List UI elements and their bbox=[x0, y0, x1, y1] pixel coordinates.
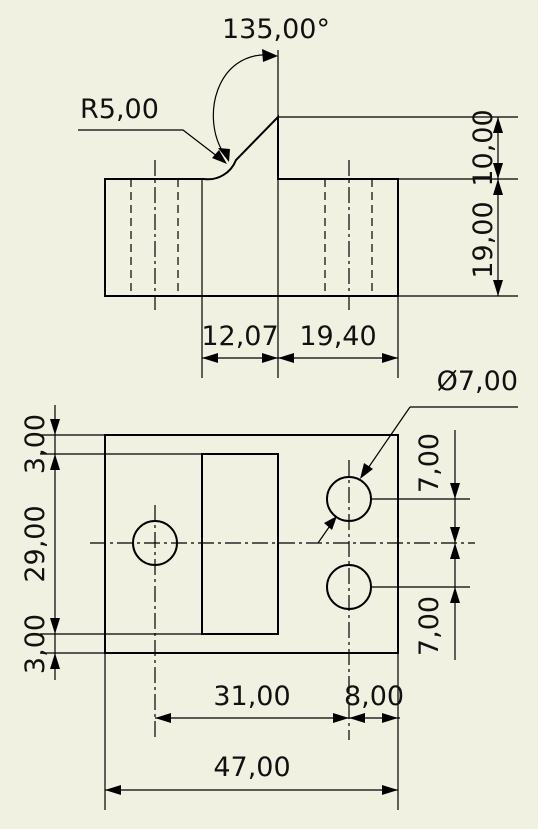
arrowhead bbox=[382, 353, 398, 363]
arrowhead bbox=[324, 516, 337, 530]
front-view: 135,00° R5,00 10,00 19,00 12,07 19,40 bbox=[78, 14, 518, 378]
arrowhead bbox=[493, 179, 503, 195]
diameter-leader bbox=[363, 406, 411, 475]
arrowhead bbox=[493, 117, 503, 133]
arrowhead bbox=[450, 587, 460, 603]
hole-lower-offset-text: 7,00 bbox=[414, 596, 445, 656]
hole-diameter-text: Ø7,00 bbox=[437, 366, 518, 397]
arrowhead bbox=[202, 353, 218, 363]
edge-top-text: 3,00 bbox=[20, 414, 51, 474]
arrowhead bbox=[105, 785, 121, 795]
top-view-outline bbox=[104, 434, 399, 654]
arrowhead bbox=[493, 163, 503, 179]
edge-bottom-text: 3,00 bbox=[20, 614, 51, 674]
arrowhead bbox=[278, 353, 294, 363]
radius-dimension-text: R5,00 bbox=[80, 94, 159, 125]
overall-width-text: 47,00 bbox=[213, 752, 290, 783]
front-view-outline bbox=[104, 114, 399, 297]
hole-upper-offset-text: 7,00 bbox=[414, 433, 445, 493]
arrowhead bbox=[212, 150, 227, 164]
middle-text: 29,00 bbox=[20, 505, 51, 582]
arrowhead bbox=[450, 527, 460, 543]
arrowhead bbox=[50, 618, 60, 634]
arrowhead bbox=[155, 713, 171, 723]
arrowhead bbox=[382, 785, 398, 795]
arrowhead bbox=[450, 483, 460, 499]
arrowhead bbox=[450, 543, 460, 559]
horiz-inner-text: 31,00 bbox=[213, 681, 290, 712]
arrowhead bbox=[360, 463, 373, 479]
angle-dimension-text: 135,00° bbox=[222, 14, 330, 45]
height-top-text: 10,00 bbox=[468, 109, 499, 186]
arrowhead bbox=[382, 713, 398, 723]
arrowhead bbox=[349, 713, 365, 723]
height-body-text: 19,00 bbox=[468, 201, 499, 278]
arrowhead bbox=[50, 419, 60, 435]
slot-outline bbox=[201, 453, 279, 635]
arrowhead bbox=[218, 148, 230, 162]
top-view: 3,00 29,00 3,00 7,00 7,00 Ø7,00 31,00 8,… bbox=[20, 366, 518, 810]
arrowhead bbox=[50, 653, 60, 669]
arrowhead bbox=[333, 713, 349, 723]
arrowhead bbox=[50, 454, 60, 470]
angle-dimension-arc bbox=[212, 54, 273, 156]
width-left-text: 12,07 bbox=[201, 321, 278, 352]
arrowhead bbox=[262, 353, 278, 363]
arrowhead bbox=[493, 280, 503, 296]
horiz-small-text: 8,00 bbox=[344, 681, 404, 712]
arrowhead bbox=[262, 49, 278, 62]
width-right-text: 19,40 bbox=[299, 321, 376, 352]
radius-leader bbox=[78, 129, 223, 161]
